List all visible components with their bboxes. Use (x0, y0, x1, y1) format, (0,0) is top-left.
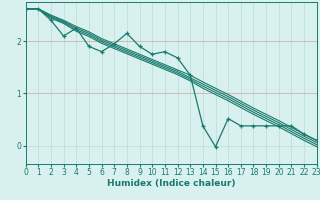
X-axis label: Humidex (Indice chaleur): Humidex (Indice chaleur) (107, 179, 236, 188)
